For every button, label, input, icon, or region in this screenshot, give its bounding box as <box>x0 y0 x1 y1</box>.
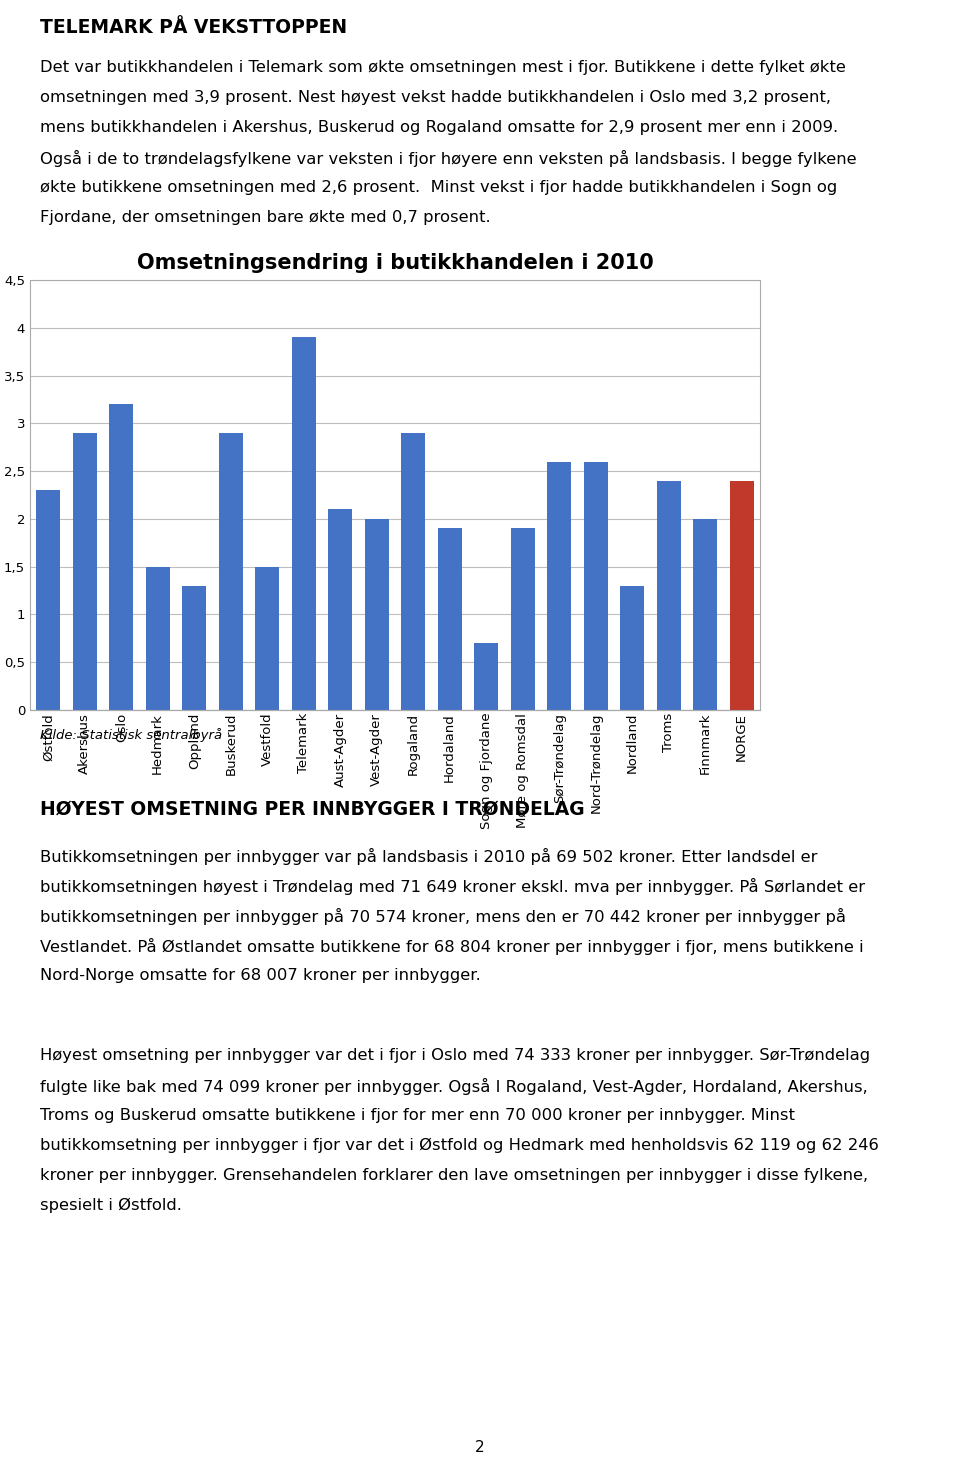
Bar <box>730 481 754 710</box>
Bar <box>401 432 425 710</box>
Bar <box>511 528 535 710</box>
Title: Omsetningsendring i butikkhandelen i 2010: Omsetningsendring i butikkhandelen i 201… <box>136 254 654 273</box>
Text: økte butikkene omsetningen med 2,6 prosent.  Minst vekst i fjor hadde butikkhand: økte butikkene omsetningen med 2,6 prose… <box>40 180 837 195</box>
Bar <box>584 462 608 710</box>
Bar <box>146 567 170 710</box>
Bar <box>292 337 316 710</box>
Text: omsetningen med 3,9 prosent. Nest høyest vekst hadde butikkhandelen i Oslo med 3: omsetningen med 3,9 prosent. Nest høyest… <box>40 89 831 106</box>
Bar <box>182 586 206 710</box>
Bar <box>73 432 97 710</box>
Text: Butikkomsetningen per innbygger var på landsbasis i 2010 på 69 502 kroner. Etter: Butikkomsetningen per innbygger var på l… <box>40 847 818 865</box>
Text: butikkomsetningen per innbygger på 70 574 kroner, mens den er 70 442 kroner per : butikkomsetningen per innbygger på 70 57… <box>40 907 847 925</box>
Text: Det var butikkhandelen i Telemark som økte omsetningen mest i fjor. Butikkene i : Det var butikkhandelen i Telemark som øk… <box>40 60 846 75</box>
Bar <box>620 586 644 710</box>
Text: butikkomsetning per innbygger i fjor var det i Østfold og Hedmark med henholdsvi: butikkomsetning per innbygger i fjor var… <box>40 1138 879 1154</box>
Text: Nord-Norge omsatte for 68 007 kroner per innbygger.: Nord-Norge omsatte for 68 007 kroner per… <box>40 968 481 984</box>
Bar <box>547 462 571 710</box>
Text: TELEMARK PÅ VEKSTTOPPEN: TELEMARK PÅ VEKSTTOPPEN <box>40 18 348 37</box>
Bar <box>36 490 60 710</box>
Bar <box>693 519 717 710</box>
Bar <box>328 509 352 710</box>
Text: kroner per innbygger. Grensehandelen forklarer den lave omsetningen per innbygge: kroner per innbygger. Grensehandelen for… <box>40 1168 869 1183</box>
Text: Også i de to trøndelagsfylkene var veksten i fjor høyere enn veksten på landsbas: Også i de to trøndelagsfylkene var vekst… <box>40 150 857 167</box>
Text: Kilde: Statistisk sentralbyrå: Kilde: Statistisk sentralbyrå <box>40 729 223 742</box>
Text: Fjordane, der omsetningen bare økte med 0,7 prosent.: Fjordane, der omsetningen bare økte med … <box>40 210 491 224</box>
Bar <box>109 405 133 710</box>
Text: Troms og Buskerud omsatte butikkene i fjor for mer enn 70 000 kroner per innbygg: Troms og Buskerud omsatte butikkene i fj… <box>40 1108 795 1123</box>
Bar <box>474 644 498 710</box>
Text: spesielt i Østfold.: spesielt i Østfold. <box>40 1198 182 1214</box>
Text: butikkomsetningen høyest i Trøndelag med 71 649 kroner ekskl. mva per innbygger.: butikkomsetningen høyest i Trøndelag med… <box>40 878 866 896</box>
Bar <box>438 528 462 710</box>
Bar <box>365 519 389 710</box>
Text: Vestlandet. På Østlandet omsatte butikkene for 68 804 kroner per innbygger i fjo: Vestlandet. På Østlandet omsatte butikke… <box>40 938 864 954</box>
Text: mens butikkhandelen i Akershus, Buskerud og Rogaland omsatte for 2,9 prosent mer: mens butikkhandelen i Akershus, Buskerud… <box>40 120 838 135</box>
Text: Høyest omsetning per innbygger var det i fjor i Oslo med 74 333 kroner per innby: Høyest omsetning per innbygger var det i… <box>40 1048 871 1063</box>
Bar <box>219 432 243 710</box>
Text: fulgte like bak med 74 099 kroner per innbygger. Også I Rogaland, Vest-Agder, Ho: fulgte like bak med 74 099 kroner per in… <box>40 1078 868 1095</box>
Bar <box>657 481 681 710</box>
Bar <box>255 567 279 710</box>
Text: 2: 2 <box>475 1440 485 1454</box>
Text: HØYEST OMSETNING PER INNBYGGER I TRØNDELAG: HØYEST OMSETNING PER INNBYGGER I TRØNDEL… <box>40 800 585 819</box>
